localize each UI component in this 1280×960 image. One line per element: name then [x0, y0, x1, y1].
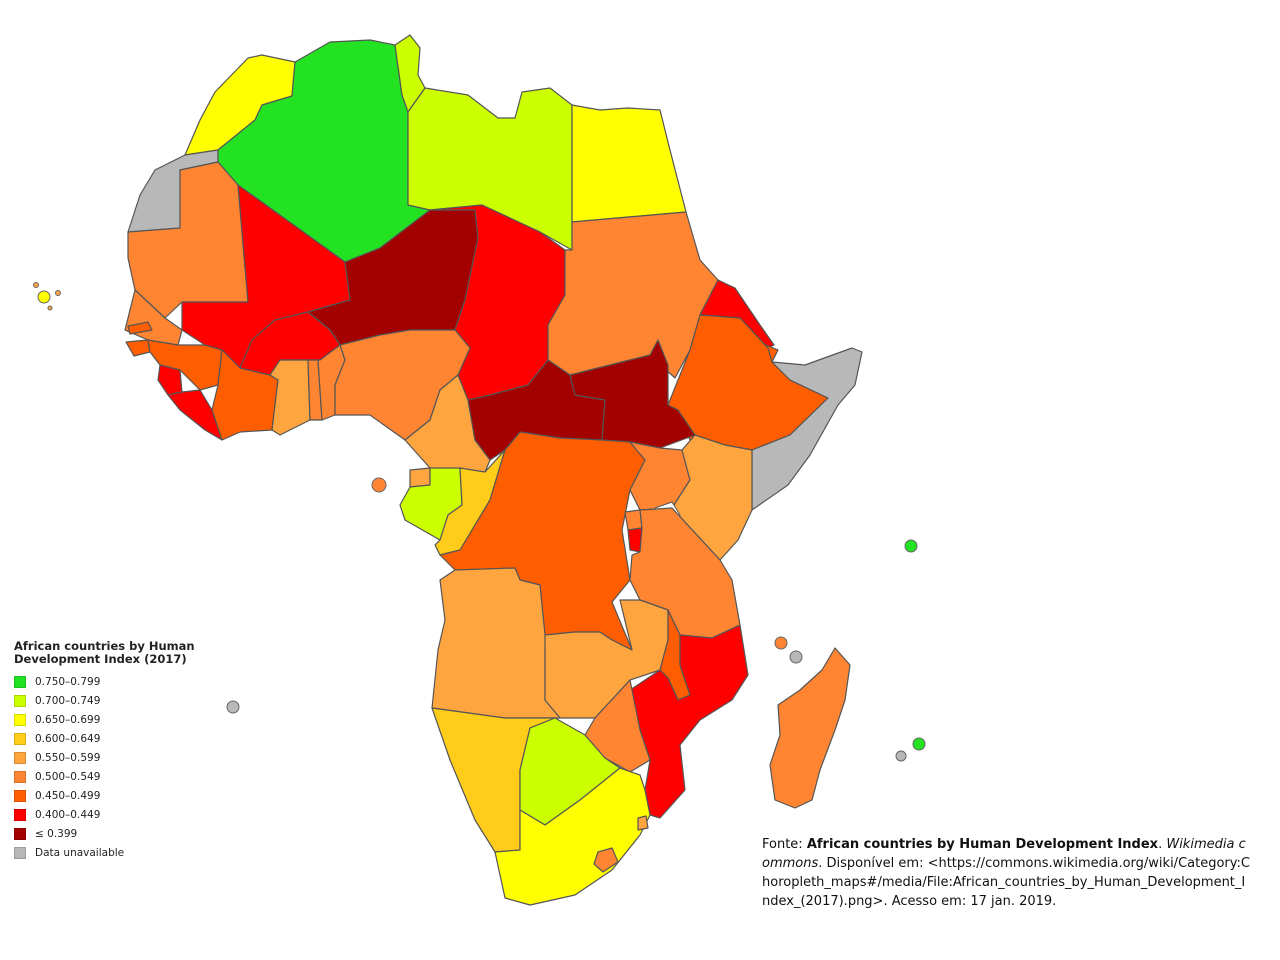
- island-comoros: [774, 636, 788, 650]
- country-south-africa: [494, 767, 651, 906]
- legend-swatch: [14, 751, 26, 764]
- legend-label: 0.600–0.649: [35, 732, 101, 745]
- country-somalia: [751, 347, 863, 511]
- country-south-sudan: [569, 339, 696, 449]
- legend-swatch: [14, 675, 26, 688]
- island-cape-verde: [37, 290, 51, 304]
- country-guinea: [147, 339, 223, 391]
- legend-swatch: [14, 770, 26, 783]
- legend-label: 0.700–0.749: [35, 694, 101, 707]
- country-tunisia: [394, 34, 426, 113]
- legend-label: 0.650–0.699: [35, 713, 101, 726]
- legend-label: 0.750–0.799: [35, 675, 101, 688]
- source-prefix: Fonte:: [762, 837, 807, 852]
- country-madagascar: [769, 647, 851, 809]
- legend-swatch: [14, 789, 26, 802]
- legend-swatch: [14, 732, 26, 745]
- country-equatorial-guinea: [409, 467, 431, 488]
- legend-swatch: [14, 713, 26, 726]
- country-ghana: [269, 359, 311, 436]
- legend-label: 0.400–0.449: [35, 808, 101, 821]
- legend-item: 0.450–0.499: [14, 786, 244, 805]
- island-mauritius: [912, 737, 926, 751]
- legend-item: ≤ 0.399: [14, 824, 244, 843]
- legend-swatch: [14, 694, 26, 707]
- island-cape-verde-small-2: [55, 290, 61, 296]
- legend-item: 0.600–0.649: [14, 729, 244, 748]
- island-cape-verde-small-1: [33, 282, 39, 288]
- country-gambia: [127, 321, 153, 335]
- country-guinea-bissau: [125, 339, 151, 357]
- legend-item: 0.400–0.449: [14, 805, 244, 824]
- legend-rows: 0.750–0.799 0.700–0.749 0.650–0.699 0.600–0…: [14, 672, 244, 862]
- source-sep: .: [1158, 837, 1167, 852]
- legend-label: ≤ 0.399: [35, 827, 78, 840]
- legend-item: Data unavailable: [14, 843, 244, 862]
- country-egypt: [571, 104, 687, 223]
- legend-item: 0.750–0.799: [14, 672, 244, 691]
- country-eswatini: [637, 815, 649, 831]
- source-rest: . Disponível em: <https://commons.wikime…: [762, 856, 1250, 909]
- country-sierra-leone: [157, 364, 183, 396]
- country-lesotho: [593, 847, 619, 873]
- legend-item: 0.650–0.699: [14, 710, 244, 729]
- source-citation: Fonte: African countries by Human Develo…: [762, 835, 1252, 911]
- legend-item: 0.500–0.549: [14, 767, 244, 786]
- legend-swatch: [14, 846, 26, 859]
- island-mayotte: [789, 650, 803, 664]
- island-reunion: [895, 750, 907, 762]
- map-legend: African countries by Human Development I…: [14, 640, 244, 862]
- legend-title: African countries by Human Development I…: [14, 639, 195, 666]
- island-st-helena: [226, 700, 240, 714]
- legend-item: 0.700–0.749: [14, 691, 244, 710]
- island-seychelles: [904, 539, 918, 553]
- country-rwanda: [624, 509, 643, 531]
- legend-label: Data unavailable: [35, 846, 125, 859]
- legend-label: 0.500–0.549: [35, 770, 101, 783]
- legend-item: 0.550–0.599: [14, 748, 244, 767]
- legend-swatch: [14, 808, 26, 821]
- country-kenya: [671, 434, 753, 561]
- source-title: African countries by Human Development I…: [806, 837, 1159, 852]
- source-publisher: Wikimedia commons: [762, 837, 1246, 871]
- legend-label: 0.550–0.599: [35, 751, 101, 764]
- legend-swatch: [14, 827, 26, 840]
- island-cape-verde-small-3: [47, 305, 53, 311]
- island-sao-tome: [371, 477, 387, 493]
- legend-label: 0.450–0.499: [35, 789, 101, 802]
